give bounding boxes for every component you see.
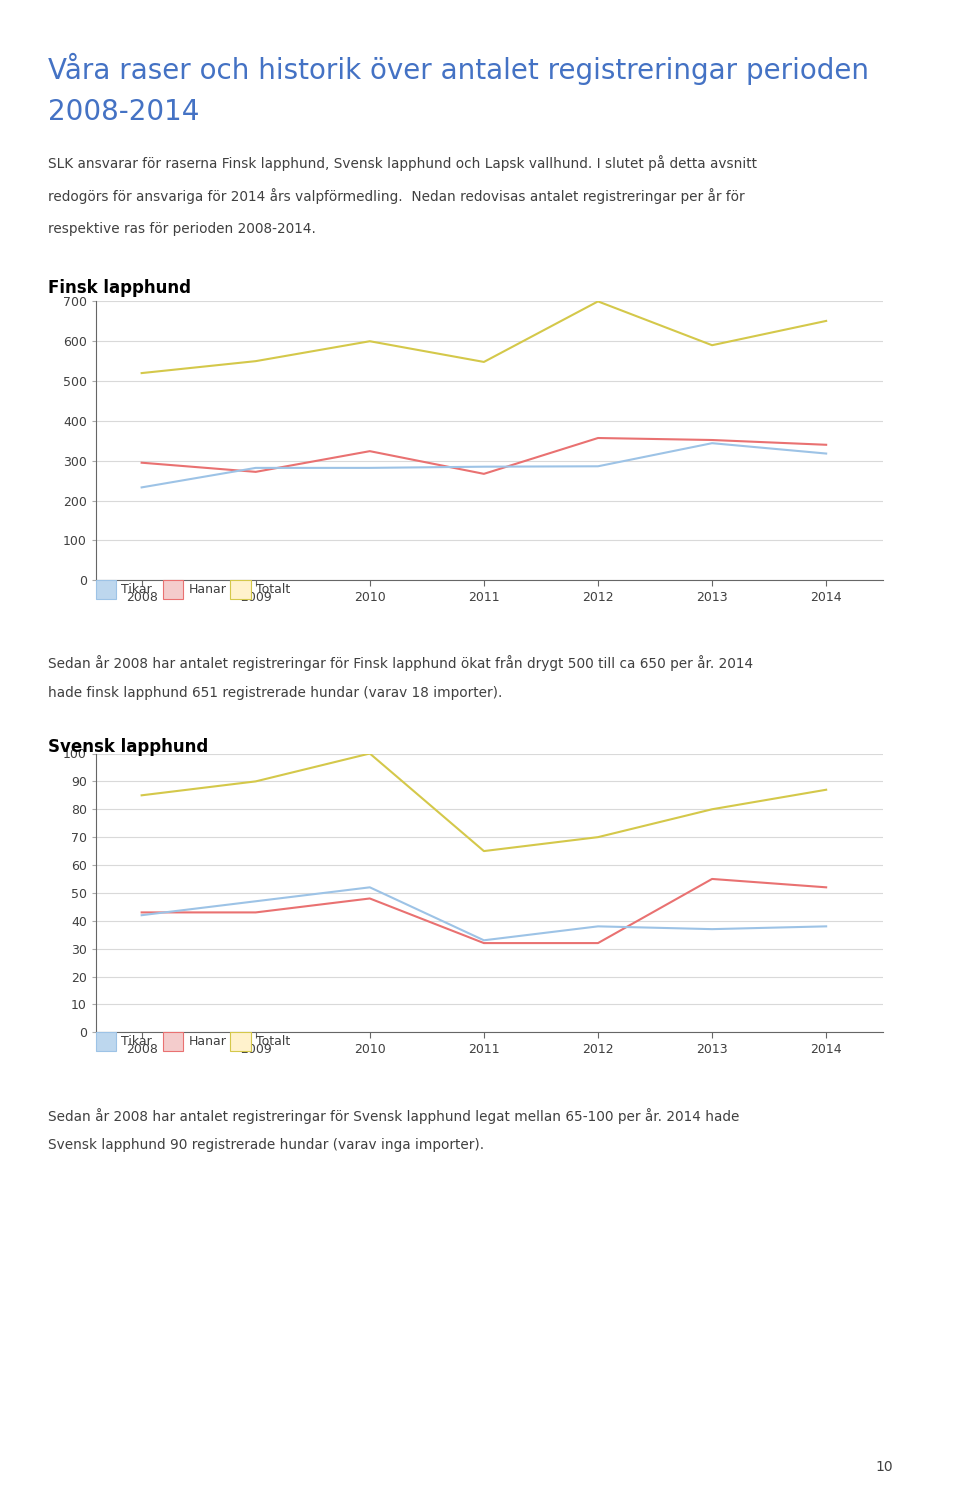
Bar <box>163 580 183 598</box>
Text: Hanar: Hanar <box>188 1035 227 1047</box>
Bar <box>96 580 116 598</box>
Text: Tikar: Tikar <box>121 1035 152 1047</box>
Text: 10: 10 <box>876 1460 893 1474</box>
Text: Hanar: Hanar <box>188 583 227 595</box>
Text: hade finsk lapphund 651 registrerade hundar (varav 18 importer).: hade finsk lapphund 651 registrerade hun… <box>48 686 502 699</box>
Text: Våra raser och historik över antalet registreringar perioden: Våra raser och historik över antalet reg… <box>48 53 869 84</box>
Text: Sedan år 2008 har antalet registreringar för Svensk lapphund legat mellan 65-100: Sedan år 2008 har antalet registreringar… <box>48 1108 739 1124</box>
Text: Totalt: Totalt <box>255 583 290 595</box>
Text: Sedan år 2008 har antalet registreringar för Finsk lapphund ökat från drygt 500 : Sedan år 2008 har antalet registreringar… <box>48 656 754 672</box>
Bar <box>230 1032 251 1050</box>
Text: respektive ras för perioden 2008-2014.: respektive ras för perioden 2008-2014. <box>48 222 316 235</box>
Text: redogörs för ansvariga för 2014 års valpförmedling.  Nedan redovisas antalet reg: redogörs för ansvariga för 2014 års valp… <box>48 188 745 205</box>
Text: Finsk lapphund: Finsk lapphund <box>48 279 191 297</box>
Bar <box>96 1032 116 1050</box>
Text: 2008-2014: 2008-2014 <box>48 98 200 127</box>
Text: Svensk lapphund: Svensk lapphund <box>48 738 208 757</box>
Bar <box>230 580 251 598</box>
Text: Tikar: Tikar <box>121 583 152 595</box>
Bar <box>163 1032 183 1050</box>
Text: SLK ansvarar för raserna Finsk lapphund, Svensk lapphund och Lapsk vallhund. I s: SLK ansvarar för raserna Finsk lapphund,… <box>48 155 757 172</box>
Text: Totalt: Totalt <box>255 1035 290 1047</box>
Text: Svensk lapphund 90 registrerade hundar (varav inga importer).: Svensk lapphund 90 registrerade hundar (… <box>48 1138 484 1151</box>
